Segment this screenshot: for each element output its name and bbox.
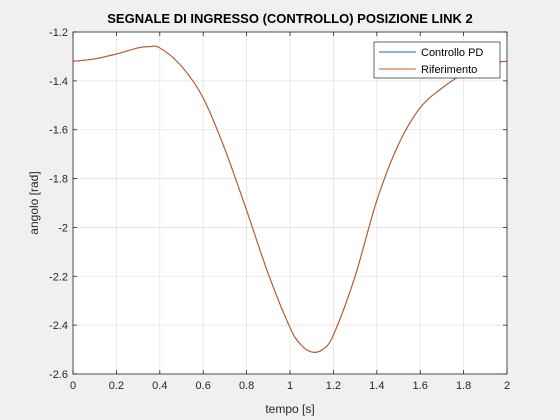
x-tick-label: 0.4 xyxy=(152,380,167,392)
y-tick-label: -2.2 xyxy=(49,271,68,283)
x-tick-label: 0.2 xyxy=(109,380,124,392)
x-tick-label: 1.4 xyxy=(369,380,384,392)
legend: Controllo PD Riferimento xyxy=(373,41,501,79)
y-tick-label: -1.6 xyxy=(49,125,68,137)
y-tick-label: -1.4 xyxy=(49,76,68,88)
y-tick-label: -2.4 xyxy=(49,320,68,332)
x-tick-label: 1.6 xyxy=(413,380,428,392)
x-tick-label: 0.6 xyxy=(196,380,211,392)
ticks: 0 0.2 0.4 0.6 0.8 1 1.2 1.4 1.6 1.8 2 -2.6 -2.4 -2.2 -… xyxy=(49,27,510,392)
series-line-riferimento xyxy=(72,45,508,353)
x-tick-label: 2 xyxy=(504,380,510,392)
chart-title: SEGNALE DI INGRESSO (CONTROLLO) POSIZION… xyxy=(107,11,472,26)
series-group xyxy=(72,45,508,353)
y-tick-label: -2.6 xyxy=(49,369,68,381)
y-tick-label: -1.8 xyxy=(49,174,68,186)
y-tick-label: -2 xyxy=(58,222,68,234)
x-tick-label: 0.8 xyxy=(239,380,254,392)
x-tick-label: 1.8 xyxy=(456,380,471,392)
x-tick-label: 0 xyxy=(70,380,76,392)
legend-label-controllo-pd: Controllo PD xyxy=(421,47,483,59)
y-axis-label: angolo [rad] xyxy=(27,171,41,234)
x-axis-label: tempo [s] xyxy=(265,402,314,416)
legend-label-riferimento: Riferimento xyxy=(421,64,477,76)
x-tick-label: 1 xyxy=(287,380,293,392)
y-tick-label: -1.2 xyxy=(49,27,68,39)
x-tick-label: 1.2 xyxy=(326,380,341,392)
legend-box xyxy=(373,41,501,79)
